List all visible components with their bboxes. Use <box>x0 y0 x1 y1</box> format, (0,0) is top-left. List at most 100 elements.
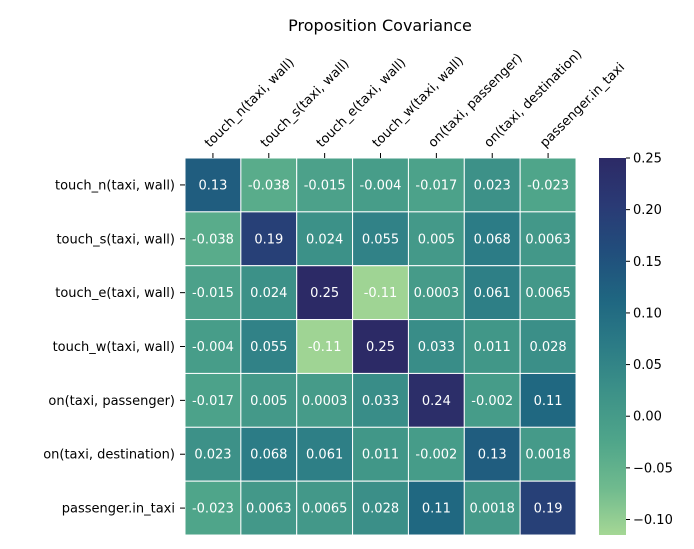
heatmap-cell <box>463 265 521 321</box>
cell-value-label: 0.19 <box>254 232 283 247</box>
cell-value-label: 0.061 <box>306 448 343 463</box>
heatmap-cell <box>240 319 298 374</box>
cell-value-label: 0.0003 <box>302 394 348 409</box>
cell-value-label: 0.19 <box>534 502 563 517</box>
heatmap-cell <box>240 157 298 213</box>
heatmap-cell <box>296 265 354 321</box>
heatmap-cell <box>463 480 521 536</box>
heatmap-cell <box>352 265 409 321</box>
heatmap-cell <box>184 480 242 536</box>
cell-value-label: 0.005 <box>418 232 455 247</box>
row-label: on(taxi, destination) <box>43 448 175 463</box>
column-label: on(taxi, destination) <box>481 47 585 151</box>
cell-value-label: -0.017 <box>192 394 234 409</box>
cell-value-label: 0.005 <box>250 394 287 409</box>
heatmap-cell <box>519 480 577 536</box>
heatmap-cell <box>407 265 465 321</box>
cell-value-label: 0.0063 <box>525 232 571 247</box>
colorbar-tick-label: 0.15 <box>633 255 662 270</box>
cell-value-label: 0.0065 <box>302 502 348 517</box>
row-label: passenger.in_taxi <box>62 502 175 517</box>
column-label: touch_w(taxi, wall) <box>370 54 467 151</box>
cell-value-label: 0.023 <box>194 448 231 463</box>
heatmap-cell <box>240 426 298 482</box>
heatmap-cell <box>352 426 409 482</box>
cell-value-label: 0.25 <box>310 286 339 301</box>
cell-value-label: 0.055 <box>362 232 399 247</box>
heatmap-cell <box>296 372 354 428</box>
chart-title: Proposition Covariance <box>288 16 472 35</box>
cell-value-label: 0.11 <box>422 502 451 517</box>
cell-value-label: 0.11 <box>534 394 563 409</box>
row-label: touch_n(taxi, wall) <box>55 178 175 193</box>
cell-value-label: 0.13 <box>198 178 227 193</box>
colorbar-tick-label: 0.05 <box>633 358 662 373</box>
cell-value-label: 0.068 <box>250 448 287 463</box>
heatmap-cell <box>519 319 577 374</box>
column-label: touch_n(taxi, wall) <box>202 55 297 150</box>
cell-value-label: 0.011 <box>474 340 511 355</box>
heatmap-cell <box>519 426 577 482</box>
cell-value-label: -0.015 <box>304 178 346 193</box>
heatmap-cell <box>463 319 521 374</box>
heatmap-cell <box>352 480 409 536</box>
heatmap-cell <box>519 265 577 321</box>
cell-value-label: -0.002 <box>471 394 513 409</box>
cell-value-label: -0.004 <box>360 178 402 193</box>
colorbar-tick-label: 0.20 <box>633 203 662 218</box>
colorbar: 0.25 0.20 0.15 0.10 0.05 0.00 −0.05 −0.10 <box>599 152 673 535</box>
heatmap-cell <box>463 157 521 213</box>
cell-value-label: 0.023 <box>474 178 511 193</box>
cell-value-label: 0.0065 <box>525 286 571 301</box>
cell-value-label: 0.0018 <box>525 448 571 463</box>
colorbar-tick-label: 0.25 <box>633 152 662 167</box>
cell-value-label: -0.015 <box>192 286 234 301</box>
row-label: touch_e(taxi, wall) <box>55 286 175 301</box>
cell-value-label: 0.24 <box>422 394 451 409</box>
heatmap-cell <box>240 265 298 321</box>
heatmap-cell <box>296 211 354 267</box>
cell-value-label: -0.11 <box>364 286 398 301</box>
heatmap-cell <box>184 157 242 213</box>
heatmap-cell <box>184 372 242 428</box>
cell-value-label: -0.004 <box>192 340 234 355</box>
heatmap-cells: 0.13 -0.038 -0.015 -0.004 -0.017 0.023 -0.023 -… <box>184 157 577 536</box>
heatmap-cell <box>407 480 465 536</box>
cell-value-label: -0.11 <box>308 340 342 355</box>
heatmap-cell <box>184 319 242 374</box>
row-label: touch_w(taxi, wall) <box>53 340 175 355</box>
cell-value-label: 0.25 <box>366 340 395 355</box>
cell-value-label: 0.055 <box>250 340 287 355</box>
cell-value-label: 0.13 <box>478 448 507 463</box>
cell-value-label: 0.024 <box>306 232 343 247</box>
cell-value-label: -0.038 <box>192 232 234 247</box>
cell-value-label: 0.028 <box>529 340 566 355</box>
column-labels: touch_n(taxi, wall)touch_s(taxi, wall)to… <box>202 47 628 158</box>
heatmap-cell <box>352 319 409 374</box>
cell-value-label: 0.033 <box>418 340 455 355</box>
cell-value-label: 0.011 <box>362 448 399 463</box>
cell-value-label: 0.033 <box>362 394 399 409</box>
cell-value-label: 0.068 <box>474 232 511 247</box>
column-label: on(taxi, passenger) <box>426 51 526 151</box>
heatmap-cell <box>407 211 465 267</box>
cell-value-label: -0.023 <box>527 178 569 193</box>
heatmap-cell <box>407 426 465 482</box>
row-labels: touch_n(taxi, wall) touch_s(taxi, wall) to… <box>43 178 185 517</box>
cell-value-label: 0.0018 <box>469 502 515 517</box>
colorbar-gradient <box>599 158 626 535</box>
cell-value-label: -0.002 <box>415 448 457 463</box>
cell-value-label: -0.017 <box>415 178 457 193</box>
colorbar-tick-label: −0.05 <box>633 461 673 476</box>
cell-value-label: 0.0063 <box>246 502 292 517</box>
row-label: touch_s(taxi, wall) <box>56 232 175 247</box>
cell-value-label: -0.023 <box>192 502 234 517</box>
cell-value-label: 0.0003 <box>414 286 460 301</box>
colorbar-tick-label: 0.00 <box>633 410 662 425</box>
heatmap-cell <box>296 480 354 536</box>
heatmap-cell <box>519 211 577 267</box>
colorbar-tick-label: 0.10 <box>633 306 662 321</box>
cell-value-label: -0.038 <box>248 178 290 193</box>
cell-value-label: 0.024 <box>250 286 287 301</box>
